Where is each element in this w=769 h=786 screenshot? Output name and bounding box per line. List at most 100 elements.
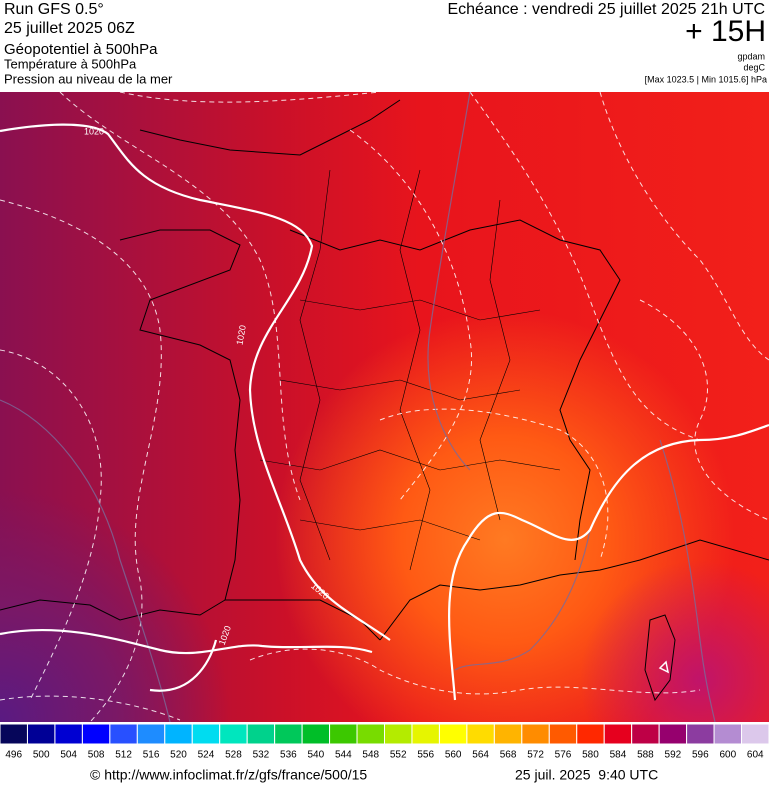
colorbar-label: 572 xyxy=(527,750,544,761)
color-swatch xyxy=(329,723,358,745)
color-swatch xyxy=(384,723,413,745)
colorbar-label: 592 xyxy=(665,750,682,761)
geopotential xyxy=(427,92,471,471)
color-swatch xyxy=(493,723,523,745)
run-date: 25 juillet 2025 06Z xyxy=(4,20,135,37)
colorbar-label: 524 xyxy=(198,750,215,761)
color-swatch xyxy=(274,723,303,745)
isotherm xyxy=(379,408,609,561)
isotherm xyxy=(469,92,701,441)
color-swatch xyxy=(713,723,743,745)
colorbar-label: 532 xyxy=(253,750,270,761)
isobar xyxy=(0,123,391,641)
color-swatch xyxy=(136,723,166,745)
color-swatch xyxy=(466,723,495,745)
colorbar-label: 500 xyxy=(33,750,50,761)
isotherm xyxy=(0,349,102,701)
color-swatch xyxy=(741,723,769,745)
isotherm xyxy=(599,92,769,361)
unit: degC xyxy=(743,62,765,72)
color-swatch xyxy=(411,723,440,745)
timestamp: 25 juil. 2025 9:40 UTC xyxy=(515,767,658,783)
color-swatch xyxy=(356,723,385,745)
isobar-label: 1020 xyxy=(234,324,247,345)
colorbar-label: 552 xyxy=(390,750,407,761)
colorbar: 496 500 504 508 512 516 520 524 528 532 536 540 544 5… xyxy=(0,723,769,761)
color-swatch xyxy=(164,723,193,745)
coast xyxy=(0,599,226,621)
isobars xyxy=(0,123,769,701)
color-swatch xyxy=(603,723,633,745)
colorbar-label: 520 xyxy=(170,750,187,761)
color-swatch xyxy=(521,723,550,745)
colorbar-label: 584 xyxy=(610,750,627,761)
colorbar-label: 556 xyxy=(417,750,434,761)
colorbar-label: 588 xyxy=(637,750,654,761)
color-swatch xyxy=(54,723,83,745)
colorbar-label: 576 xyxy=(555,750,572,761)
border xyxy=(299,169,511,571)
color-swatch xyxy=(0,723,28,745)
colorbar-label: 512 xyxy=(115,750,132,761)
color-swatch xyxy=(576,723,605,745)
coastlines xyxy=(0,99,769,702)
border xyxy=(289,219,621,561)
isobar xyxy=(658,660,670,674)
border xyxy=(259,299,561,541)
coast xyxy=(379,539,769,641)
isotherm xyxy=(249,648,701,695)
field-name: Géopotentiel à 500hPa xyxy=(4,41,158,58)
colorbar-label: 600 xyxy=(719,750,736,761)
coast xyxy=(644,614,676,702)
color-swatch xyxy=(81,723,111,745)
colorbar-label: 560 xyxy=(445,750,462,761)
colorbar-label: 604 xyxy=(747,750,764,761)
color-swatch xyxy=(631,723,660,745)
isobar-label: 1020 xyxy=(84,126,104,136)
run-title: Run GFS 0.5° xyxy=(4,1,104,18)
colorbar-label: 536 xyxy=(280,750,297,761)
colorbar-label: 540 xyxy=(307,750,324,761)
coast xyxy=(139,99,401,156)
pressure-range: [Max 1023.5 | Min 1015.6] hPa xyxy=(645,74,767,84)
geopotential xyxy=(0,399,171,722)
isotherm xyxy=(0,199,162,722)
color-swatch xyxy=(686,723,715,745)
source-url: © http://www.infoclimat.fr/z/gfs/france/… xyxy=(90,767,367,783)
field-name: Pression au niveau de la mer xyxy=(4,71,173,86)
lead-time: + 15H xyxy=(685,15,766,48)
cool-area xyxy=(0,92,769,722)
colorbar-label: 580 xyxy=(582,750,599,761)
color-swatch xyxy=(246,723,276,745)
isobar xyxy=(448,423,769,701)
isotherm xyxy=(59,92,301,501)
color-swatch xyxy=(548,723,578,745)
isotherm xyxy=(119,92,381,103)
colorbar-label: 596 xyxy=(692,750,709,761)
colorbar-label: 516 xyxy=(143,750,160,761)
color-swatch xyxy=(219,723,248,745)
isobar xyxy=(0,628,373,655)
geopotential xyxy=(454,529,591,671)
isotherms xyxy=(0,92,769,722)
colorbar-label: 564 xyxy=(472,750,489,761)
colorbar-label: 544 xyxy=(335,750,352,761)
color-swatch xyxy=(658,723,688,745)
isobar xyxy=(149,639,218,692)
geopotential-lines xyxy=(0,92,716,722)
isotherm xyxy=(349,129,472,501)
colorbar-label: 504 xyxy=(60,750,77,761)
map: 1020 1020 1020 1020 xyxy=(0,92,769,722)
colorbar-label: 508 xyxy=(88,750,105,761)
colorbar-label: 548 xyxy=(362,750,379,761)
colorbar-label: 496 xyxy=(5,750,22,761)
coast xyxy=(119,229,381,641)
color-swatch xyxy=(301,723,331,745)
color-swatch xyxy=(438,723,468,745)
field-name: Température à 500hPa xyxy=(4,56,137,71)
unit: gpdam xyxy=(737,51,765,61)
isotherm xyxy=(639,299,769,521)
color-swatch xyxy=(109,723,138,745)
